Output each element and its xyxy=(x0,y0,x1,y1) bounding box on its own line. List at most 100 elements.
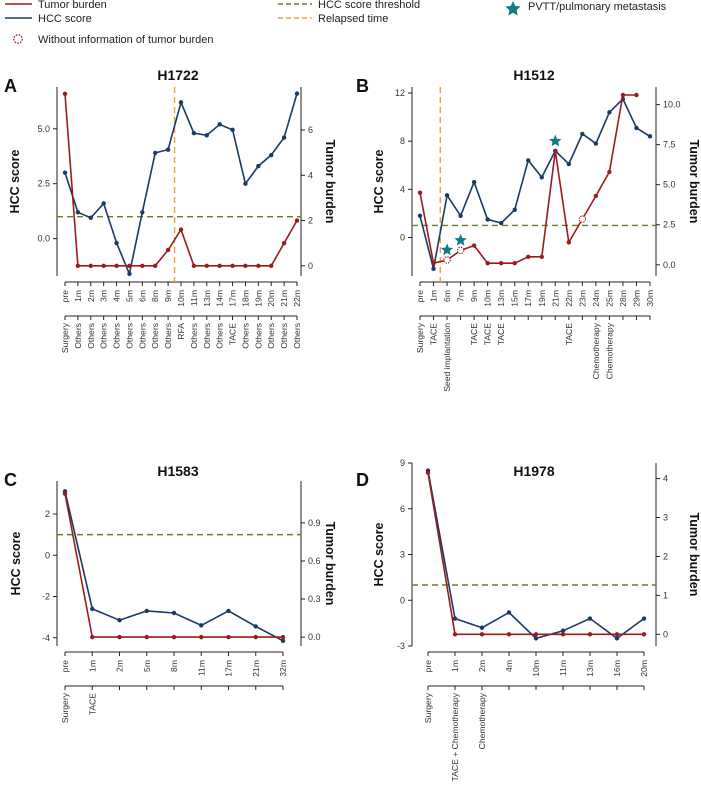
hcc-score-point xyxy=(431,266,436,271)
x-tick-label: 29m xyxy=(631,290,641,307)
hcc-score-line xyxy=(64,93,298,277)
hcc-score-point xyxy=(506,610,512,615)
treatment-label: TACE xyxy=(87,693,97,716)
panel-b: B H1512 0 4 8 12 0.0 2.5 5.0 7.5 10.0 HCC score Tumo… xyxy=(356,67,701,392)
hcc-score-point xyxy=(191,130,197,136)
treatment-label: TACE + Chemotherapy xyxy=(450,692,460,781)
y-axis-title: HCC score xyxy=(9,532,23,596)
tumor-burden-point xyxy=(425,470,431,475)
tumor-burden-point xyxy=(90,634,95,640)
x-tick-label: pre xyxy=(415,290,425,303)
y-axis-title: HCC score xyxy=(372,523,386,587)
y-tick-label: 0 xyxy=(400,232,405,242)
hcc-score-point xyxy=(526,158,531,163)
treatment-label: Chemotherapy xyxy=(477,692,487,749)
hcc-score-point xyxy=(88,215,93,220)
x-tick-label: 13m xyxy=(585,660,595,677)
legend-threshold-label: HCC score threshold xyxy=(318,0,420,11)
hcc-score-point xyxy=(62,170,68,175)
y-tick-label: 4 xyxy=(400,184,405,194)
tumor-burden-point xyxy=(117,634,122,640)
tumor-burden-point xyxy=(204,263,209,269)
x-tick-label: 4m xyxy=(112,290,122,302)
hcc-score-point xyxy=(614,636,620,641)
hcc-score-point xyxy=(171,610,177,616)
y2-tick-label: 5.0 xyxy=(663,180,676,190)
hcc-score-point xyxy=(226,608,231,614)
tumor-burden-point xyxy=(217,263,222,269)
tumor-burden-point xyxy=(431,260,436,266)
tumor-burden-line xyxy=(64,493,283,638)
hcc-score-point xyxy=(153,150,158,156)
legend-hcc-label: HCC score xyxy=(38,13,92,25)
tumor-burden-line xyxy=(427,472,644,636)
x-tick-label: 21m xyxy=(279,290,289,307)
hcc-score-point xyxy=(479,625,485,630)
tumor-burden-point xyxy=(191,263,197,269)
tumor-burden-point xyxy=(593,193,599,199)
treatment-label: Others xyxy=(73,323,83,349)
tumor-burden-line xyxy=(64,93,298,267)
tumor-burden-point xyxy=(533,632,539,637)
panel-letter: C xyxy=(4,470,17,490)
tumor-burden-point xyxy=(512,260,517,266)
y-tick-label: 2 xyxy=(45,509,50,519)
no-info-marker xyxy=(578,215,587,223)
treatment-label: Others xyxy=(124,323,134,349)
y2-tick-label: 2 xyxy=(663,551,668,561)
panel-title: H1512 xyxy=(513,67,554,83)
x-tick-label: 13m xyxy=(496,290,506,307)
panel-title: H1978 xyxy=(513,463,554,479)
y-tick-label: 0 xyxy=(45,550,50,560)
x-tick-label: 11m xyxy=(196,660,206,676)
treatment-label: Others xyxy=(112,323,122,349)
y-axis-title: HCC score xyxy=(372,150,386,214)
treatment-label: Others xyxy=(137,323,147,349)
hcc-score-point xyxy=(280,638,286,644)
y2-tick-label: 2 xyxy=(308,216,313,226)
y-tick-label: -2 xyxy=(42,592,50,602)
treatment-label: Others xyxy=(266,323,276,349)
tumor-burden-point xyxy=(498,260,504,266)
x-tick-label: 10m xyxy=(531,660,541,677)
treatment-label: Others xyxy=(202,323,212,349)
no-info-marker xyxy=(443,256,451,264)
y2-tick-label: 2.5 xyxy=(663,220,676,230)
treatment-label: TACE xyxy=(564,323,574,346)
tumor-burden-point xyxy=(566,240,572,245)
hcc-score-point xyxy=(199,623,204,628)
x-tick-label: 15m xyxy=(510,290,520,307)
x-tick-label: 7m xyxy=(456,290,466,302)
tumor-burden-point xyxy=(471,243,477,248)
hcc-score-point xyxy=(444,193,450,198)
panel-letter: D xyxy=(356,470,369,490)
tumor-burden-point xyxy=(165,247,171,253)
y2-tick-label: 4 xyxy=(308,170,313,180)
x-tick-label: 18m xyxy=(240,290,250,307)
x-tick-label: 23m xyxy=(577,290,587,307)
x-tick-label: 19m xyxy=(537,290,547,307)
pvtt-star-marker xyxy=(440,243,454,256)
hcc-score-point xyxy=(512,207,517,212)
tumor-burden-point xyxy=(153,263,158,269)
pvtt-star-marker xyxy=(454,233,467,246)
treatment-label: Chemotherapy xyxy=(591,322,601,379)
tumor-burden-point xyxy=(587,632,593,637)
tumor-burden-point xyxy=(88,263,93,269)
hcc-score-point xyxy=(452,616,458,621)
x-tick-label: 4m xyxy=(504,660,514,672)
x-tick-label: 6m xyxy=(137,290,147,302)
treatment-label: TACE xyxy=(469,323,479,346)
y-tick-label: 0 xyxy=(400,595,405,605)
x-tick-label: pre xyxy=(60,290,70,303)
x-tick-label: 6m xyxy=(442,290,452,302)
y2-tick-label: 0.9 xyxy=(308,518,321,528)
y2-tick-label: 10.0 xyxy=(663,100,681,110)
treatment-label: Others xyxy=(163,323,173,349)
y2-tick-label: 1 xyxy=(663,590,668,600)
y2-tick-label: 0 xyxy=(308,261,313,271)
treatment-label: Surgery xyxy=(415,322,425,353)
panel-letter: B xyxy=(356,76,369,96)
hcc-score-point xyxy=(647,134,653,139)
x-tick-label: 22m xyxy=(564,290,574,307)
